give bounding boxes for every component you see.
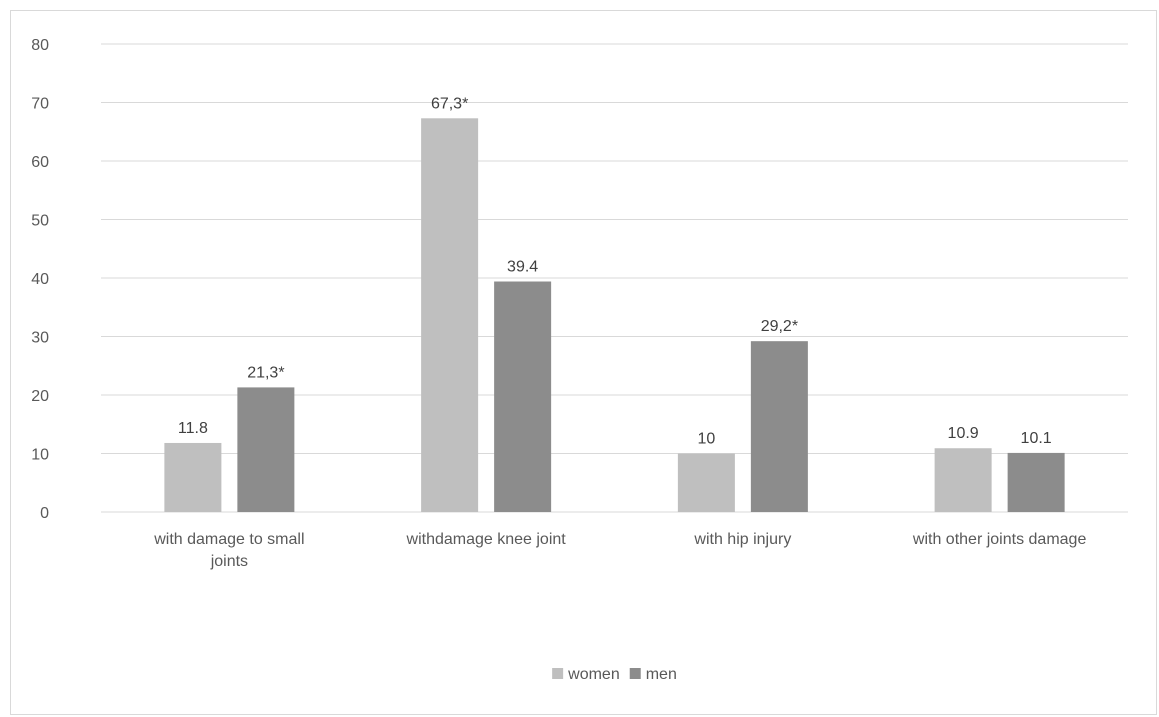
legend: women men — [552, 666, 677, 683]
y-tick-label: 20 — [31, 388, 49, 405]
category-label: with damage to small — [153, 531, 304, 548]
bar-men — [494, 281, 552, 512]
y-tick-label: 30 — [31, 330, 49, 347]
data-label: 67,3* — [431, 95, 468, 112]
chart-frame: 0 10 20 30 40 50 60 70 80 11.8 21,3* 67,3* 39.4 10 29… — [10, 10, 1157, 715]
bar-chart: 0 10 20 30 40 50 60 70 80 11.8 21,3* 67,3* 39.4 10 29… — [31, 37, 1128, 683]
data-label: 39.4 — [507, 259, 538, 276]
legend-swatch-men — [629, 668, 641, 679]
data-label: 21,3* — [247, 364, 284, 381]
bar-men — [237, 387, 295, 512]
bar-women — [164, 442, 222, 512]
y-tick-label: 50 — [31, 213, 49, 230]
category-label: with other joints damage — [912, 531, 1087, 548]
bar-men — [750, 341, 808, 512]
category-label: with hip injury — [693, 531, 791, 548]
data-label: 10.9 — [948, 425, 979, 442]
data-label: 11.8 — [178, 420, 208, 437]
bar-women — [677, 453, 735, 512]
y-tick-label: 70 — [31, 96, 49, 113]
x-axis-categories: with damage to small joints withdamage kne… — [153, 531, 1086, 570]
bar-men — [1007, 452, 1065, 512]
y-axis-ticks: 0 10 20 30 40 50 60 70 80 — [31, 37, 49, 522]
bars — [164, 118, 1065, 513]
data-label: 10.1 — [1021, 430, 1052, 447]
data-label: 10 — [697, 431, 715, 448]
category-label: joints — [210, 553, 248, 570]
category-label: withdamage knee joint — [406, 531, 567, 548]
y-tick-label: 40 — [31, 271, 49, 288]
bar-women — [934, 448, 992, 512]
legend-swatch-women — [552, 668, 564, 679]
bar-women — [421, 118, 479, 513]
y-tick-label: 60 — [31, 154, 49, 171]
data-labels: 11.8 21,3* 67,3* 39.4 10 29,2* 10.9 10.1 — [178, 95, 1052, 447]
y-tick-label: 0 — [40, 505, 49, 522]
legend-label-men: men — [646, 666, 677, 683]
y-tick-label: 10 — [31, 447, 49, 464]
legend-label-women: women — [567, 666, 620, 683]
y-tick-label: 80 — [31, 37, 49, 54]
data-label: 29,2* — [761, 318, 798, 335]
